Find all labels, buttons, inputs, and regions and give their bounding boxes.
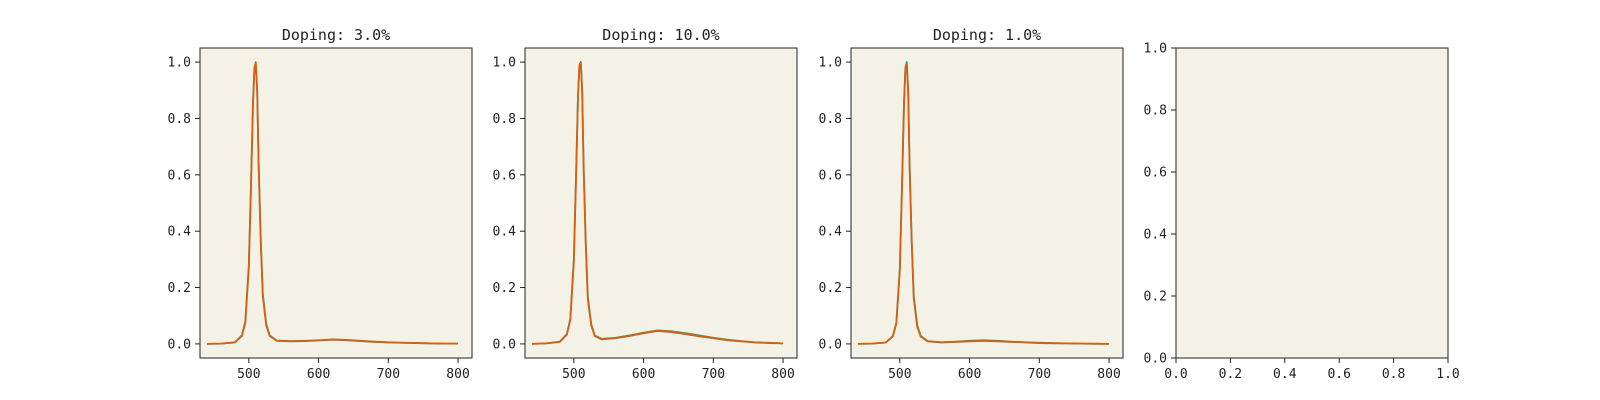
x-tick-label: 800 [771,367,794,382]
y-tick-label: 0.0 [1144,352,1167,367]
x-tick-label: 0.6 [1327,367,1350,382]
y-tick-label: 1.0 [493,56,516,71]
y-tick-label: 1.0 [1144,42,1167,57]
plot-area [200,48,472,358]
y-tick-label: 0.2 [1144,290,1167,305]
y-tick-label: 0.2 [168,281,191,296]
y-tick-label: 0.2 [493,281,516,296]
subplot-2: 500 600 700 800 0.0 0.2 0.4 0.6 0.8 1.0 Doping: 10… [493,26,798,382]
y-tick-label: 0.0 [168,337,191,352]
series-line-2 [531,61,784,345]
y-tick-label: 0.4 [1144,228,1168,243]
y-tick-label: 0.6 [168,168,191,183]
x-tick-label: 600 [307,367,330,382]
axes-frame [199,47,473,359]
y-tick-label: 0.2 [819,281,842,296]
y-tick-label: 0.6 [493,168,516,183]
x-tick-label: 500 [237,367,260,382]
subplot-3: 500 600 700 800 0.0 0.2 0.4 0.6 0.8 1.0 Doping: 1.… [819,26,1124,382]
subplot-title: Doping: 3.0% [282,26,390,44]
x-tick-label: 700 [1028,367,1051,382]
y-tick-label: 1.0 [168,56,191,71]
x-tick-label: 500 [562,367,585,382]
subplot-title: Doping: 1.0% [933,26,1041,44]
axes-frame [1175,47,1449,359]
x-tick-label: 1.0 [1436,367,1459,382]
x-tick-label: 700 [377,367,400,382]
y-tick-label: 0.8 [1144,104,1167,119]
x-tick-label: 0.8 [1382,367,1405,382]
plot-area [1176,48,1448,358]
x-tick-label: 0.4 [1273,367,1297,382]
series-line-2 [857,64,1110,345]
x-tick-label: 500 [888,367,911,382]
y-tick-label: 0.4 [819,225,843,240]
subplot-4: 0.0 0.2 0.4 0.6 0.8 1.0 0.0 0.2 0.4 0.6 0.8 1.0 [1144,42,1460,383]
x-tick-label: 600 [958,367,981,382]
x-tick-label: 800 [1097,367,1120,382]
subplot-1: 500 600 700 800 0.0 0.2 0.4 0.6 0.8 1.0 Doping: 3.… [168,26,473,382]
subplot-title: Doping: 10.0% [602,26,719,44]
y-tick-label: 0.6 [819,168,842,183]
y-tick-label: 0.8 [819,112,842,127]
series-line-2 [206,61,459,345]
y-tick-label: 1.0 [819,56,842,71]
y-tick-label: 0.0 [819,337,842,352]
y-tick-label: 0.0 [493,337,516,352]
x-tick-label: 800 [446,367,469,382]
plot-area [525,48,797,358]
y-tick-label: 0.4 [168,225,192,240]
plot-area [851,48,1123,358]
y-tick-label: 0.8 [493,112,516,127]
x-tick-label: 600 [632,367,655,382]
y-tick-label: 0.8 [168,112,191,127]
axes-frame [524,47,798,359]
y-tick-label: 0.6 [1144,166,1167,181]
y-tick-label: 0.4 [493,225,517,240]
x-tick-label: 0.0 [1164,367,1187,382]
x-tick-label: 700 [702,367,725,382]
axes-frame [850,47,1124,359]
x-tick-label: 0.2 [1219,367,1242,382]
